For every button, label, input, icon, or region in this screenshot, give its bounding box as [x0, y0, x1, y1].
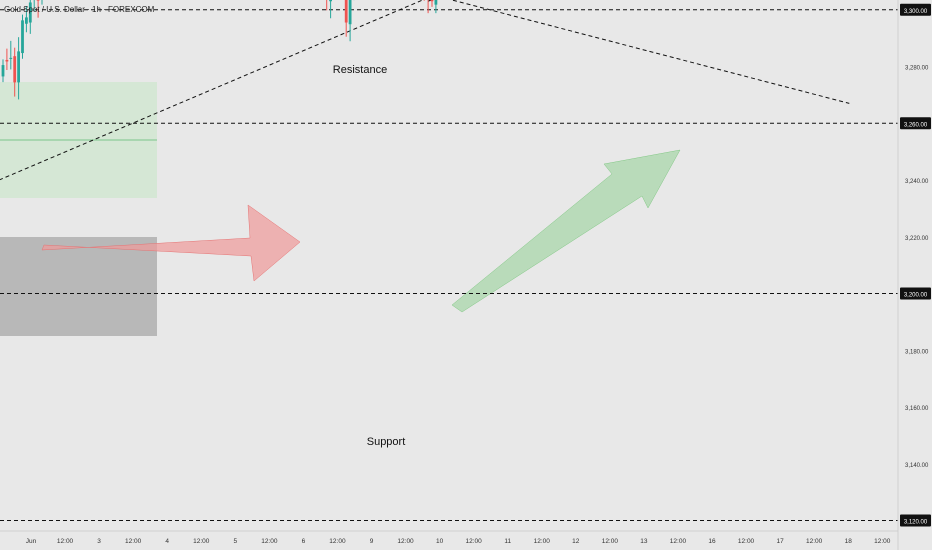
red-arrow: [41, 204, 301, 282]
price-tick-label: 3,120.00: [904, 520, 928, 526]
time-tick-label: 12:00: [397, 538, 414, 545]
price-tick-label: 3,200.00: [904, 293, 928, 299]
candle-body: [9, 57, 13, 59]
candle-body: [17, 51, 20, 83]
candle: [326, 0, 328, 11]
price-tick-label: 3,280.00: [905, 66, 929, 72]
time-tick-label: 12:00: [193, 538, 210, 545]
price-level-tag: [900, 117, 931, 130]
candle: [33, 0, 35, 12]
time-tick-label: Jun: [26, 538, 37, 545]
time-tick-label: 10: [436, 538, 444, 545]
price-tick-label: 3,260.00: [904, 122, 928, 128]
price-axis[interactable]: 3,560.003,540.003,520.003,500.003,480.00…: [900, 0, 931, 527]
time-tick-label: 12:00: [329, 538, 346, 545]
price-tick-label: 3,160.00: [905, 406, 929, 412]
candle: [434, 0, 438, 14]
candle: [17, 37, 20, 100]
time-tick-label: 12:00: [261, 538, 278, 545]
time-tick-label: 12:00: [534, 538, 551, 545]
time-tick-label: 12:00: [602, 538, 619, 545]
candle-body: [5, 59, 9, 62]
candle: [5, 48, 9, 70]
time-tick-label: 11: [504, 538, 511, 545]
time-tick-label: 17: [776, 538, 784, 545]
time-tick-label: 12:00: [466, 538, 483, 545]
candle-body: [329, 0, 332, 2]
time-tick-label: 13: [640, 538, 648, 545]
candle-body: [21, 20, 24, 54]
candle: [329, 0, 332, 19]
candle: [36, 0, 40, 18]
candle: [13, 47, 17, 97]
candle: [1, 59, 5, 83]
price-level-tag: [900, 3, 931, 16]
time-tick-label: 3: [97, 538, 101, 545]
candle: [430, 0, 434, 7]
price-level-tag: [900, 287, 931, 300]
time-tick-label: 12:00: [738, 538, 755, 545]
candle-body: [434, 0, 438, 5]
time-tick-label: 4: [165, 538, 169, 545]
price-tick-label: 3,220.00: [905, 236, 929, 242]
gray-zone: [0, 237, 157, 336]
support-label: Support: [367, 436, 406, 448]
green-arrow: [451, 149, 681, 313]
time-tick-label: 18: [845, 538, 853, 545]
time-axis[interactable]: Jun 12:00 3 12:00 4 12:00 5 12:00 6 12:00 9 12:00 10…: [26, 538, 891, 545]
time-tick-label: 12:00: [806, 538, 823, 545]
candle-body: [36, 0, 40, 1]
time-tick-label: 16: [708, 538, 716, 545]
resistance-label: Resistance: [333, 64, 387, 76]
price-tick-label: 3,180.00: [905, 349, 929, 355]
time-tick-label: 12:00: [670, 538, 687, 545]
price-tick-label: 3,300.00: [904, 9, 928, 15]
price-tick-label: 3,240.00: [905, 179, 929, 185]
time-tick-label: 12:00: [57, 538, 74, 545]
candle-body: [430, 0, 434, 2]
candle: [348, 0, 352, 42]
candle: [25, 6, 28, 33]
candle: [344, 0, 348, 37]
time-tick-label: 5: [233, 538, 237, 545]
candle: [21, 14, 24, 59]
time-tick-label: 9: [370, 538, 374, 545]
candle-body: [348, 0, 352, 25]
price-level-tag: [900, 514, 931, 527]
price-tick-label: 3,140.00: [905, 463, 929, 469]
candle-body: [344, 0, 348, 23]
candle-body: [1, 65, 5, 77]
candle: [28, 0, 32, 34]
candle-body: [13, 56, 17, 83]
time-tick-label: 12:00: [874, 538, 891, 545]
candle: [9, 40, 13, 70]
symbol-title: Gold Spot / U.S. Dollar · 1h · FOREXCOM: [4, 5, 155, 14]
time-tick-label: 12:00: [125, 538, 142, 545]
time-tick-label: 12: [572, 538, 580, 545]
candle: [427, 0, 429, 14]
time-tick-label: 6: [302, 538, 306, 545]
candle-body: [28, 2, 32, 23]
candle-body: [25, 17, 28, 24]
